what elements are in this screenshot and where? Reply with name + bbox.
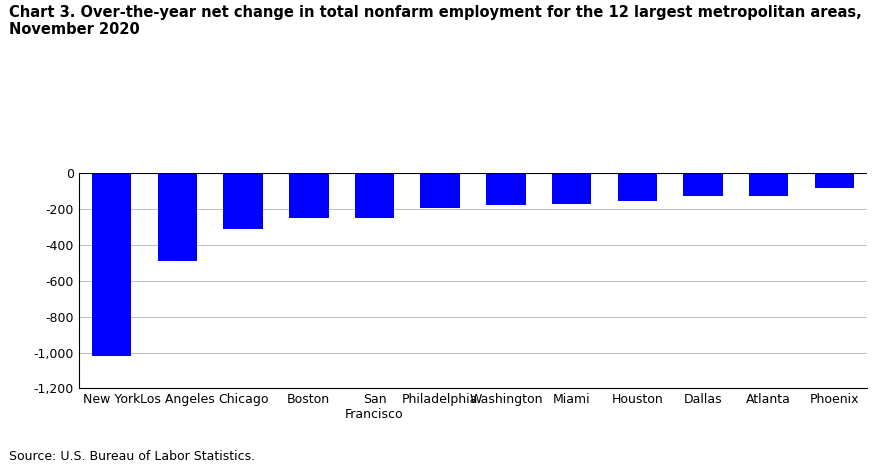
Bar xyxy=(223,173,263,229)
Bar xyxy=(158,173,197,261)
Bar xyxy=(815,173,854,189)
Bar xyxy=(289,173,328,218)
Bar xyxy=(749,173,788,196)
Bar xyxy=(618,173,657,201)
Text: Chart 3. Over-the-year net change in total nonfarm employment for the 12 largest: Chart 3. Over-the-year net change in tot… xyxy=(9,5,861,37)
Bar xyxy=(92,173,131,356)
Bar xyxy=(486,173,526,205)
Bar xyxy=(420,173,460,208)
Bar xyxy=(355,173,394,218)
Text: Source: U.S. Bureau of Labor Statistics.: Source: U.S. Bureau of Labor Statistics. xyxy=(9,450,255,463)
Bar xyxy=(683,173,723,197)
Bar xyxy=(552,173,591,204)
